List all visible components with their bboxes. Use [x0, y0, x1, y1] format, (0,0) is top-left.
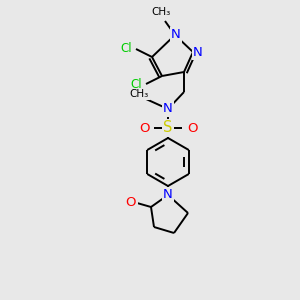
Text: Cl: Cl: [120, 41, 132, 55]
Text: N: N: [193, 46, 203, 59]
Text: O: O: [139, 122, 149, 134]
Text: O: O: [187, 122, 197, 134]
Text: CH₃: CH₃: [152, 7, 171, 17]
Text: O: O: [126, 196, 136, 209]
Text: N: N: [163, 188, 173, 202]
Text: Cl: Cl: [130, 79, 142, 92]
Text: CH₃: CH₃: [129, 89, 148, 99]
Text: S: S: [163, 121, 173, 136]
Text: N: N: [171, 28, 181, 41]
Text: N: N: [163, 103, 173, 116]
